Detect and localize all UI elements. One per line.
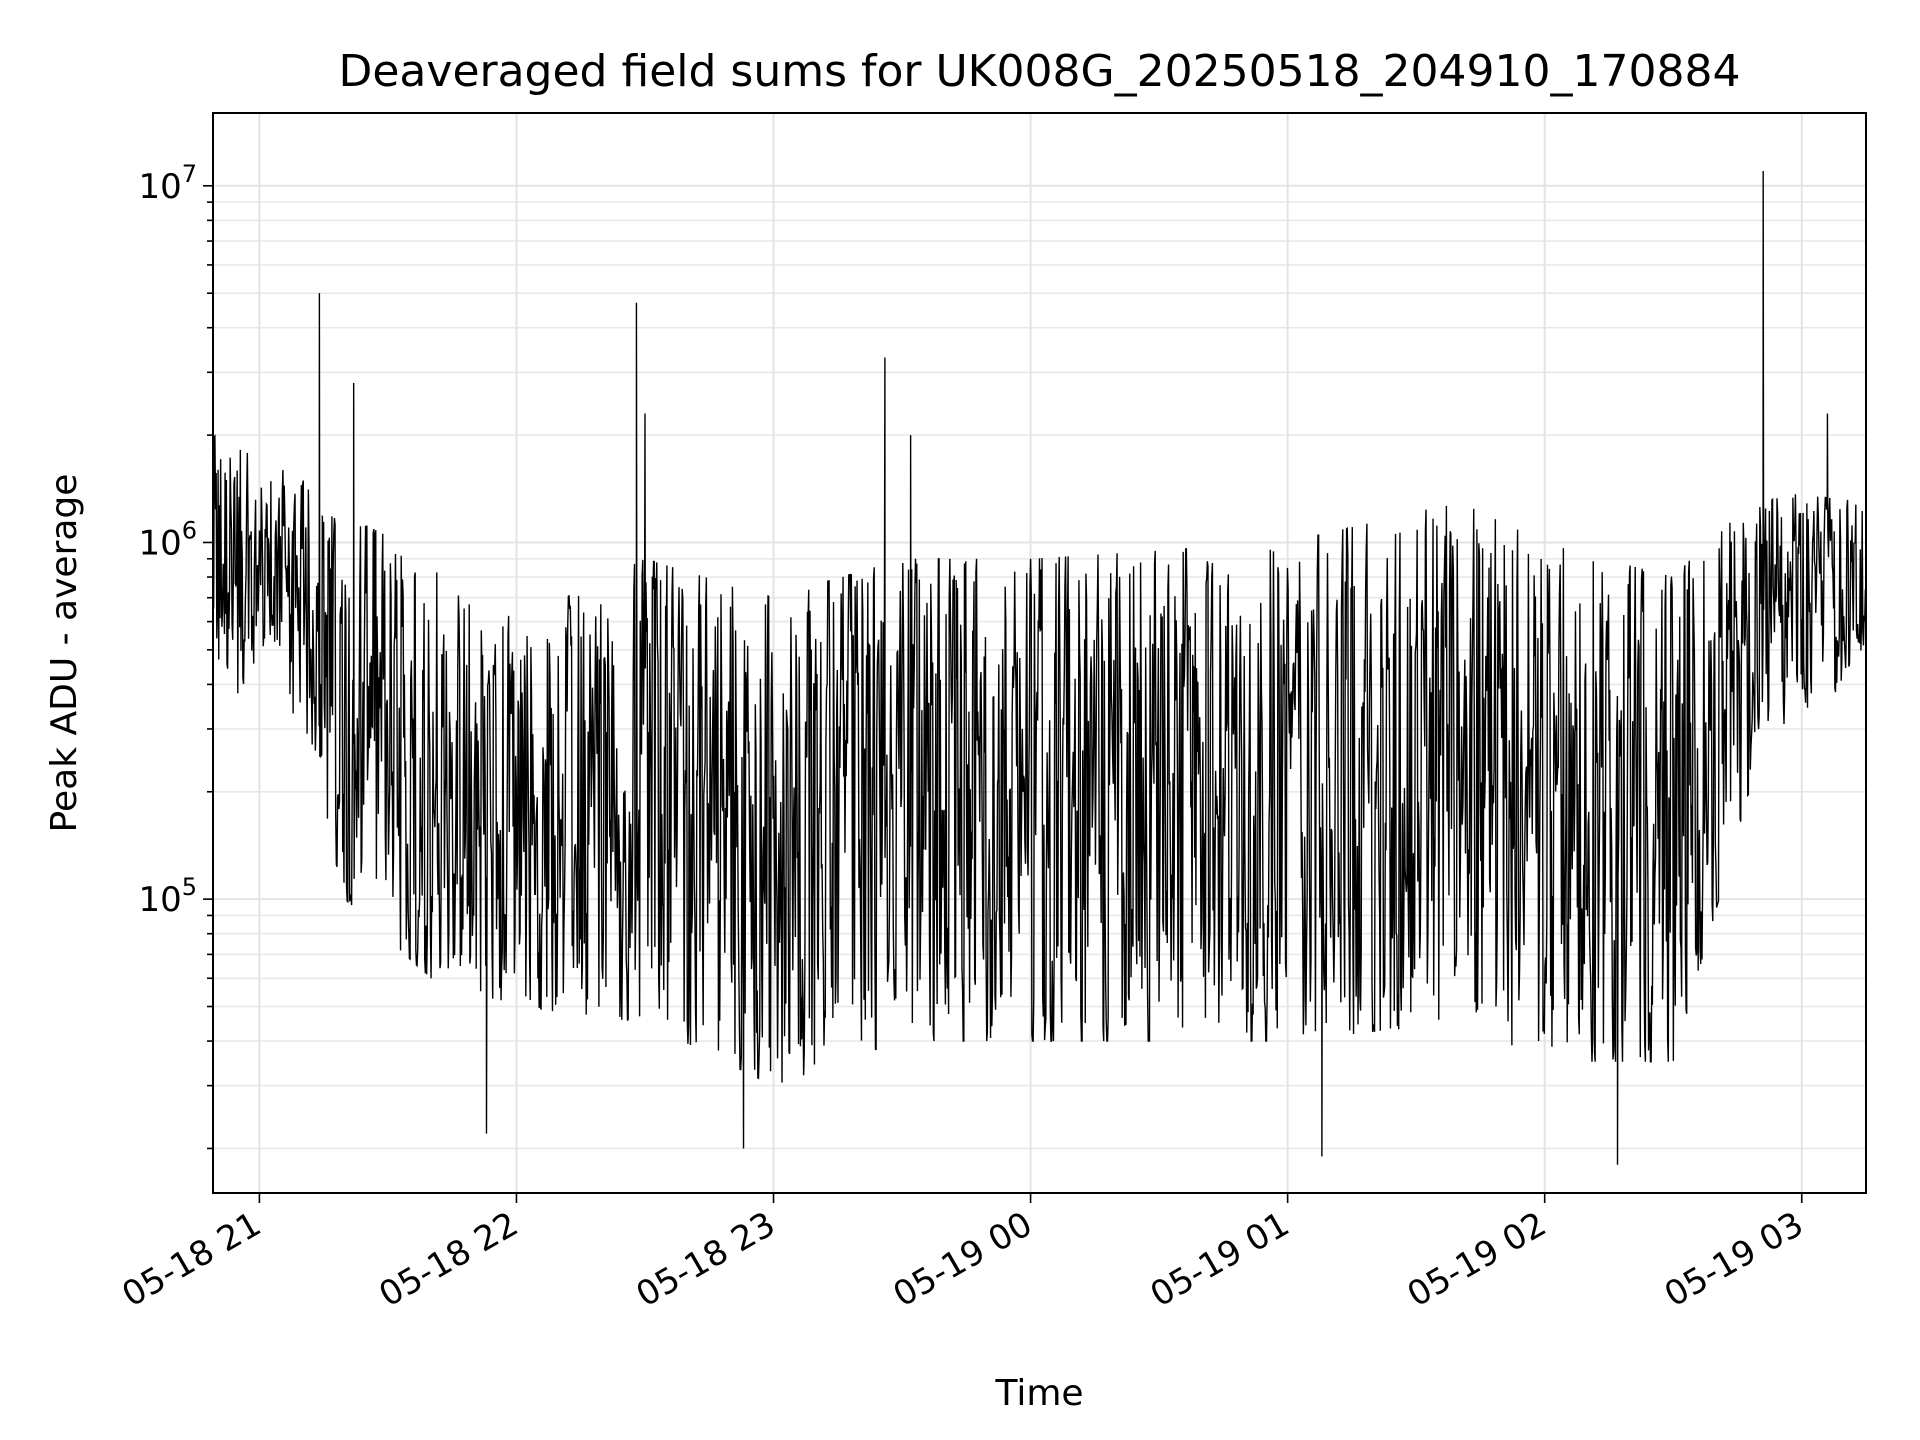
series-line (212, 171, 1867, 1165)
y-axis: 105 106 107 (138, 160, 213, 1150)
plot-area (212, 171, 1867, 1165)
chart-title: Deaveraged field sums for UK008G_2025051… (338, 46, 1740, 97)
x-axis-label: Time (994, 1373, 1083, 1414)
y-tick-label: 107 (138, 160, 197, 207)
x-tick-label: 05-19 00 (887, 1204, 1039, 1315)
x-tick-label: 05-18 23 (630, 1204, 782, 1315)
x-tick-label: 05-19 01 (1144, 1204, 1296, 1315)
y-tick-label: 106 (138, 516, 197, 563)
plot-frame (212, 112, 1867, 1194)
x-tick-label: 05-18 22 (373, 1204, 525, 1315)
y-tick-label: 105 (138, 873, 197, 920)
y-axis-label: Peak ADU - average (44, 474, 85, 833)
x-tick-label: 05-19 02 (1401, 1204, 1553, 1315)
x-tick-label: 05-19 03 (1658, 1204, 1810, 1315)
x-axis: 05-18 21 05-18 22 05-18 23 05-19 00 05-19 01… (116, 1193, 1810, 1315)
x-tick-label: 05-18 21 (116, 1204, 268, 1315)
